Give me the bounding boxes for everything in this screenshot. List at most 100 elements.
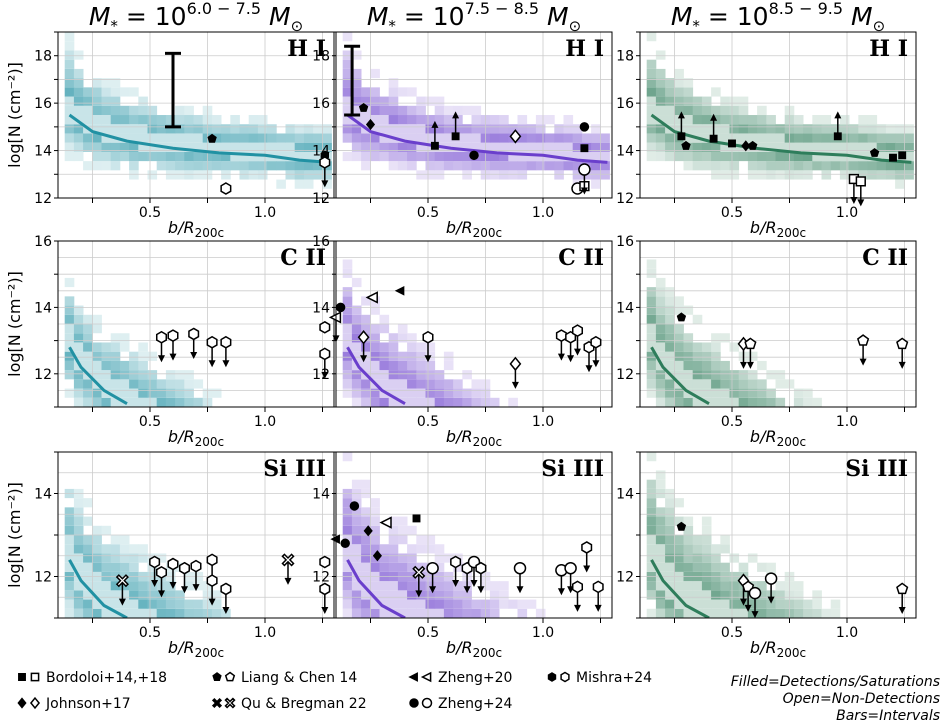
x-axis-label-main: b/R bbox=[168, 638, 195, 657]
y-tick-label: 14 bbox=[616, 300, 634, 316]
heatmap-cell bbox=[434, 151, 445, 162]
y-tick-label: 14 bbox=[312, 300, 330, 316]
data-point-diamond bbox=[365, 118, 376, 131]
heatmap-cell bbox=[535, 133, 546, 143]
data-point-pentagon bbox=[676, 312, 687, 322]
title-unit-subscript: ⊙ bbox=[569, 17, 582, 35]
heatmap-cell bbox=[729, 553, 740, 563]
data-point-diamond bbox=[357, 330, 370, 345]
heatmap-cell bbox=[591, 179, 601, 189]
panel-frame bbox=[57, 240, 335, 408]
heatmap-cell bbox=[342, 379, 353, 389]
heatmap-cell bbox=[416, 388, 426, 398]
x-axis-label-subscript: 200c bbox=[473, 646, 503, 660]
heatmap-cell bbox=[453, 142, 463, 152]
heatmap-cell bbox=[351, 516, 362, 526]
heatmap-cell bbox=[655, 342, 666, 352]
heatmap-cell bbox=[407, 599, 417, 609]
x-axis-label-main: b/R bbox=[446, 218, 473, 237]
legend-item-square: Bordoloi+14,+18 bbox=[18, 670, 167, 686]
heatmap-cell bbox=[757, 360, 767, 371]
heatmap-cell bbox=[701, 535, 712, 545]
heatmap-cell bbox=[129, 170, 139, 180]
heatmap-cell bbox=[775, 608, 786, 618]
heatmap-cell bbox=[443, 133, 454, 143]
heatmap-cell bbox=[425, 360, 436, 371]
heatmap-cell bbox=[138, 590, 148, 600]
heatmap-cell bbox=[554, 142, 564, 152]
data-point-square bbox=[709, 134, 718, 143]
heatmap-cell bbox=[766, 133, 776, 143]
heatmap-cell bbox=[711, 544, 721, 554]
legend-label: Bordoloi+14,+18 bbox=[46, 670, 167, 686]
heatmap-cell bbox=[711, 562, 721, 572]
panel-frame bbox=[57, 31, 335, 199]
heatmap-cell bbox=[738, 388, 749, 398]
heatmap-cell bbox=[92, 314, 102, 324]
data-point-triangle bbox=[328, 311, 342, 324]
heatmap-cell bbox=[230, 142, 240, 152]
heatmap-cell bbox=[147, 124, 158, 134]
heatmap-cell bbox=[646, 553, 657, 563]
heatmap-cell bbox=[64, 599, 75, 609]
y-tick-label: 12 bbox=[312, 570, 330, 586]
heatmap-cell bbox=[64, 590, 75, 600]
y-tick-label: 12 bbox=[34, 570, 52, 586]
y-tick-label: 16 bbox=[312, 234, 330, 250]
upper-limit-arrowhead bbox=[744, 604, 752, 612]
heatmap-cell bbox=[397, 581, 408, 591]
heatmap-cell bbox=[793, 590, 804, 600]
heatmap-cell bbox=[397, 525, 408, 535]
heatmap-cell bbox=[129, 590, 139, 600]
upper-limit-arrowhead bbox=[511, 381, 519, 389]
heatmap-cell bbox=[129, 133, 139, 143]
heatmap-cell bbox=[184, 115, 194, 125]
heatmap-cell bbox=[646, 342, 657, 352]
data-point-circle bbox=[513, 562, 527, 575]
heatmap-cell bbox=[303, 179, 314, 189]
y-tick-label: 14 bbox=[34, 487, 52, 503]
heatmap-cell bbox=[665, 342, 675, 352]
heatmap-cell bbox=[64, 32, 75, 42]
heatmap-cell bbox=[674, 115, 684, 125]
heatmap-cell bbox=[738, 608, 749, 618]
upper-limit-arrowhead bbox=[360, 355, 368, 363]
heatmap-cell bbox=[526, 151, 537, 162]
median-line bbox=[68, 559, 128, 618]
heatmap-cell bbox=[416, 370, 426, 380]
heatmap-cell bbox=[655, 370, 666, 380]
heatmap-cell bbox=[64, 59, 75, 69]
heatmap-cell bbox=[803, 133, 813, 143]
heatmap-cell bbox=[83, 314, 93, 324]
heatmap-cell bbox=[766, 170, 776, 180]
data-point-diamond bbox=[509, 129, 522, 144]
heatmap-cell bbox=[322, 124, 332, 134]
heatmap-cell bbox=[64, 41, 75, 51]
heatmap-cell bbox=[397, 161, 408, 171]
heatmap-cell bbox=[388, 525, 399, 535]
heatmap-cell bbox=[110, 78, 121, 88]
heatmap-cell bbox=[821, 142, 832, 152]
heatmap-cell bbox=[711, 333, 721, 343]
heatmap-cell bbox=[73, 397, 84, 407]
heatmap-cell bbox=[342, 498, 353, 508]
heatmap-cell bbox=[211, 142, 222, 152]
heatmap-cell bbox=[858, 133, 868, 143]
heatmap-cell bbox=[462, 388, 472, 398]
heatmap-cell bbox=[147, 142, 158, 152]
heatmap-cell bbox=[701, 599, 712, 609]
heatmap-cell bbox=[692, 590, 703, 600]
heatmap-cell bbox=[489, 151, 500, 162]
heatmap-cell bbox=[267, 142, 277, 152]
heatmap-cell bbox=[101, 608, 112, 618]
heatmap-cell bbox=[407, 151, 417, 162]
y-tick-label: 18 bbox=[312, 49, 330, 65]
x-axis-label: b/R200c bbox=[750, 218, 806, 240]
heatmap-cell bbox=[388, 599, 399, 609]
heatmap-cell bbox=[499, 599, 509, 609]
heatmap-cell bbox=[471, 142, 482, 152]
heatmap-cell bbox=[462, 397, 472, 407]
heatmap-cell bbox=[83, 562, 93, 572]
